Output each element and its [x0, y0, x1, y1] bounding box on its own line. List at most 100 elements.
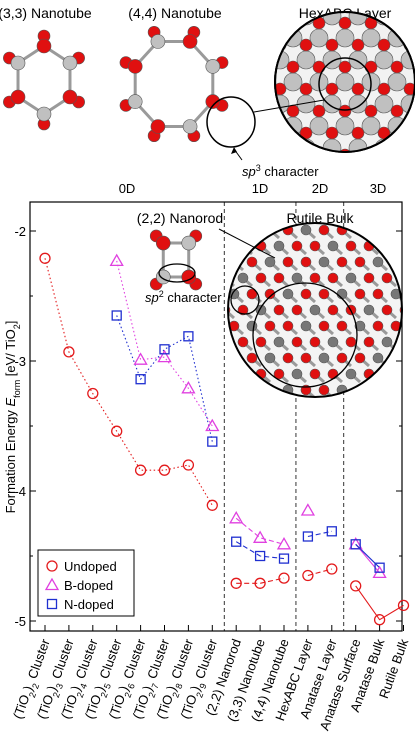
oxygen-atom [261, 105, 273, 117]
oxygen-atom [209, 193, 221, 205]
titanium-atom [291, 272, 303, 284]
oxygen-atom [228, 304, 231, 316]
legend-marker-undoped [46, 560, 58, 572]
oxygen-atom [193, 353, 203, 363]
sp2-character-label: sp2 character [145, 289, 222, 305]
undoped-point [326, 563, 338, 575]
oxygen-atom [228, 368, 231, 380]
oxygen-atom [286, 104, 300, 118]
oxygen-atom [235, 61, 247, 73]
n-doped-point [254, 550, 266, 562]
titanium-atom [388, 0, 406, 3]
titanium-atom [247, 417, 257, 427]
titanium-atom [264, 352, 276, 364]
titanium-atom [363, 304, 375, 316]
bond [359, 388, 370, 397]
dimension-labels: 0D 1D 2D 3D [119, 181, 387, 196]
undoped-point [230, 577, 242, 589]
oxygen-atom [202, 273, 212, 283]
titanium-atom [211, 353, 221, 363]
oxygen-atom [238, 209, 248, 219]
n-doped-point [135, 374, 146, 385]
bond [228, 244, 235, 256]
titanium-atom [374, 138, 394, 152]
oxygen-atom [222, 0, 234, 7]
bond [405, 246, 414, 254]
oxygen-atom [248, 39, 260, 51]
bond [405, 374, 414, 382]
b-doped-point [133, 352, 148, 365]
bond [333, 406, 342, 414]
titanium-atom [348, 138, 368, 152]
oxygen-atom [264, 288, 276, 300]
oxygen-atom [309, 240, 321, 252]
nanorod-22-structure [149, 229, 203, 291]
oxygen-atom [409, 385, 415, 395]
legend: Undoped B-doped N-doped [37, 549, 135, 617]
sp2-highlight-ellipse [158, 263, 196, 283]
oxygen-atom [338, 148, 352, 152]
oxygen-atom [286, 16, 300, 30]
bond [198, 390, 207, 398]
oxygen-atom [377, 126, 391, 140]
oxygen-atom [291, 240, 303, 252]
panel-title-33-nanotube: (3,3) Nanotube [0, 5, 92, 21]
b-doped-point [157, 349, 172, 363]
titanium-atom [401, 183, 415, 201]
b-doped-point [252, 530, 268, 543]
titanium-atom [336, 288, 348, 300]
oxygen-atom [235, 105, 247, 117]
titanium-atom [348, 94, 368, 114]
titanium-atom [219, 183, 237, 201]
titanium-atom [273, 336, 285, 348]
oxygen-atom [409, 257, 415, 267]
oxygen-atom [246, 256, 258, 268]
bond [189, 374, 198, 382]
titanium-atom [335, 28, 355, 48]
titanium-atom [275, 12, 290, 26]
oxygen-atom [325, 82, 339, 96]
titanium-atom [374, 94, 394, 114]
undoped-point [278, 572, 290, 584]
oxygen-atom [202, 241, 212, 251]
y-tick-label: -2 [14, 224, 26, 239]
oxygen-atom [382, 209, 392, 219]
titanium-atom [211, 257, 221, 267]
n-doped-point [231, 536, 242, 547]
n-doped-point [302, 531, 314, 542]
titanium-atom [387, 72, 407, 92]
oxygen-atom [364, 148, 378, 152]
oxygen-atom [273, 272, 285, 284]
bond [251, 228, 262, 240]
oxygen-atom [390, 104, 404, 118]
oxygen-atom [283, 417, 293, 427]
titanium-atom [409, 225, 415, 235]
titanium-atom [246, 224, 258, 236]
titanium-atom [300, 320, 312, 332]
sp3-connector-line [253, 99, 325, 113]
oxygen-atom [211, 385, 221, 395]
oxygen-atom [390, 256, 402, 268]
bond [405, 214, 414, 222]
n-doped-line [235, 541, 285, 560]
bond [387, 406, 396, 414]
oxygen-atom [62, 89, 78, 105]
oxygen-atom [275, 126, 287, 140]
bond [198, 262, 207, 270]
oxygen-atom [274, 401, 284, 411]
titanium-atom [310, 401, 320, 411]
titanium-atom [180, 161, 198, 179]
bond [279, 406, 288, 414]
oxygen-atom [274, 0, 286, 7]
titanium-atom [10, 55, 26, 71]
oxygen-atom [409, 289, 415, 299]
b-doped-point [300, 503, 316, 516]
oxygen-atom [205, 94, 221, 109]
titanium-atom [362, 0, 380, 3]
bond [405, 278, 414, 286]
bond [207, 342, 216, 350]
titanium-atom [256, 209, 266, 219]
oxygen-atom [318, 320, 330, 332]
oxygen-atom [202, 337, 212, 347]
